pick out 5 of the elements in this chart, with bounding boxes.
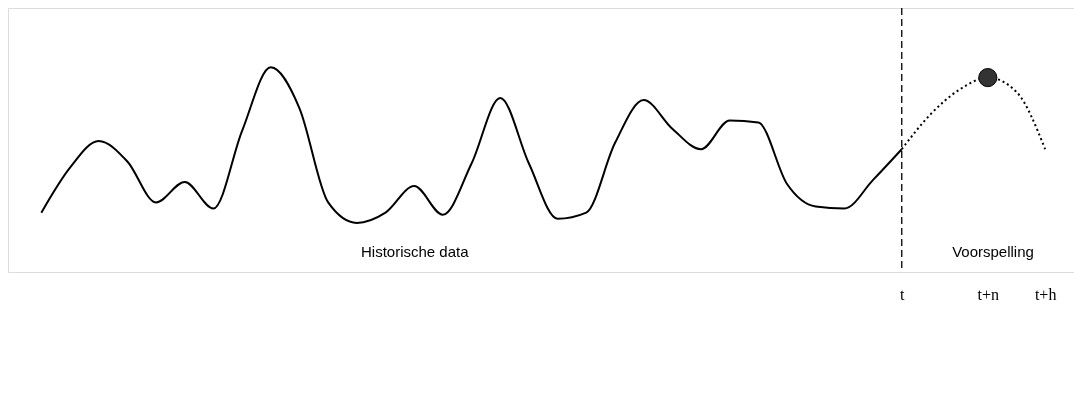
x-tick-label: t xyxy=(900,285,906,303)
x-tick-label: t+n xyxy=(977,285,1000,303)
annotation: Historische data xyxy=(361,243,470,260)
annotation: Voorspelling xyxy=(952,243,1034,260)
x-tick-label: t+h xyxy=(1034,285,1057,303)
